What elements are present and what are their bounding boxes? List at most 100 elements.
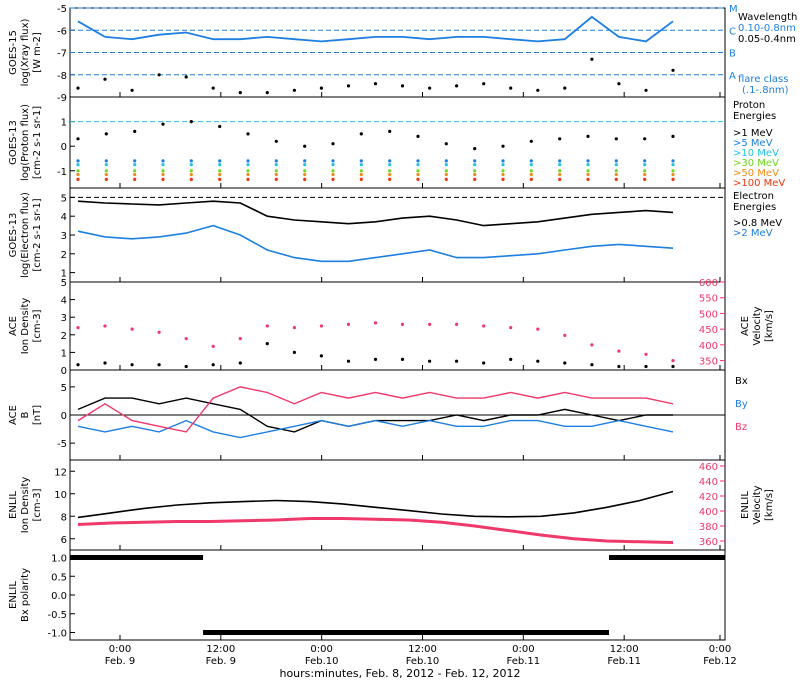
ace-velocity-point bbox=[184, 337, 188, 341]
ace-b-ytick-label: -5 bbox=[57, 439, 67, 450]
proton-series-point bbox=[359, 172, 363, 177]
xray-legend-long: 0.10-0.8nm bbox=[738, 23, 796, 34]
proton-series-point bbox=[331, 163, 335, 167]
x-time-label: 12:00 bbox=[610, 644, 639, 655]
proton-series-point bbox=[76, 172, 80, 177]
ace-density-ylabel: [cm-3] bbox=[32, 309, 43, 342]
ace-velocity-point bbox=[346, 322, 351, 326]
ace-velocity-ytick-label: 500 bbox=[699, 309, 718, 320]
x-time-label: 0:00 bbox=[512, 644, 534, 655]
proton-series-point bbox=[331, 172, 335, 177]
footer-xlabel: hours:minutes, Feb. 8, 2012 - Feb. 12, 2… bbox=[279, 667, 521, 680]
proton-series-point bbox=[189, 120, 193, 124]
electron-legend-entry: >0.8 MeV bbox=[733, 218, 782, 229]
proton-series-point bbox=[161, 122, 165, 126]
proton-series-point bbox=[558, 177, 562, 181]
proton-series-point bbox=[529, 159, 533, 163]
xray-ylabel: log(Xray flux) bbox=[20, 19, 31, 87]
proton-ylabel: GOES-13 bbox=[8, 120, 19, 165]
xray-long-series bbox=[77, 15, 674, 43]
proton-series-point bbox=[76, 159, 80, 163]
ace-velocity-point bbox=[130, 327, 134, 331]
ace-velocity-point bbox=[400, 322, 405, 326]
ace-b-legend-entry: Bx bbox=[735, 376, 748, 387]
proton-series-point bbox=[501, 177, 505, 181]
enlil-density-ytick-label: 10 bbox=[54, 490, 67, 501]
xray-short-point bbox=[617, 82, 621, 86]
proton-series-point bbox=[218, 177, 222, 181]
xray-legend-note: (.1-.8nm) bbox=[742, 85, 789, 96]
proton-ylabel: [cm-2 s-1 sr-1] bbox=[32, 106, 43, 179]
enlil-velocity-ytick-label: 460 bbox=[699, 462, 718, 473]
proton-series-point bbox=[444, 169, 448, 173]
ace-velocity-ytick-label: 550 bbox=[699, 294, 718, 305]
x-time-label: 12:00 bbox=[206, 644, 235, 655]
x-date-label: Feb. 9 bbox=[105, 656, 135, 667]
ace-velocity-point bbox=[563, 333, 567, 337]
ace-b-ylabel: [nT] bbox=[32, 405, 43, 425]
electron-legend-title: Energies bbox=[733, 202, 776, 213]
ace-density-point bbox=[671, 364, 675, 369]
ace-density-ylabel: ACE bbox=[8, 316, 19, 336]
ace-density-ytick-label: 1 bbox=[61, 348, 67, 359]
xray-short-point bbox=[319, 86, 323, 90]
proton-series-point bbox=[558, 137, 562, 141]
enlil-velocity-ytick-label: 440 bbox=[699, 477, 718, 488]
proton-legend-entry: >50 MeV bbox=[733, 168, 779, 179]
ace-density-ytick-label: 0 bbox=[61, 366, 67, 377]
ace-density-point bbox=[400, 357, 405, 361]
proton-series-point bbox=[133, 159, 137, 163]
proton-series-point bbox=[671, 159, 675, 163]
xray-short-point bbox=[292, 88, 296, 92]
polarity-ylabel: ENLIL bbox=[8, 581, 19, 609]
proton-legend-entry: >30 MeV bbox=[733, 158, 779, 169]
ace-velocity-ylabel: [km/s] bbox=[764, 310, 775, 342]
xray-short-point bbox=[346, 84, 351, 88]
proton-series-point bbox=[331, 159, 335, 163]
xray-short-point bbox=[590, 57, 594, 61]
proton-series-point bbox=[303, 177, 307, 181]
electron-ylabel: GOES-13 bbox=[8, 213, 19, 258]
enlil-velocity-ytick-label: 420 bbox=[699, 492, 718, 503]
ace-b-series-line bbox=[77, 419, 674, 439]
proton-series-point bbox=[331, 177, 335, 181]
xray-ylabel: [W m-2] bbox=[32, 32, 43, 73]
proton-series-point bbox=[643, 159, 647, 163]
proton-series-point bbox=[104, 159, 108, 163]
proton-series-point bbox=[274, 139, 278, 143]
proton-series-point bbox=[189, 169, 193, 173]
proton-series-point bbox=[529, 177, 533, 181]
ace-density-point bbox=[76, 363, 80, 367]
proton-series-point bbox=[614, 163, 618, 167]
x-date-label: Feb.10 bbox=[406, 656, 440, 667]
xray-short-point bbox=[157, 73, 161, 77]
proton-series-point bbox=[586, 159, 590, 163]
ace-density-point bbox=[590, 363, 594, 367]
ace-density-point bbox=[130, 363, 134, 367]
electron-ytick-label: 3 bbox=[61, 231, 67, 242]
proton-series-point bbox=[444, 163, 448, 167]
x-date-label: Feb.11 bbox=[507, 656, 541, 667]
proton-series-point bbox=[416, 172, 420, 177]
xray-ytick-label: -7 bbox=[57, 49, 67, 60]
x-time-label: 0:00 bbox=[109, 644, 131, 655]
ace-density-ytick-label: 2 bbox=[61, 331, 67, 342]
electron-ytick-label: 2 bbox=[61, 250, 67, 261]
proton-series-point bbox=[501, 163, 505, 167]
ace-velocity-ytick-label: 450 bbox=[699, 325, 718, 336]
proton-series-point bbox=[586, 134, 590, 138]
ace-density-point bbox=[346, 359, 351, 363]
proton-series-point bbox=[246, 163, 250, 167]
proton-series-point bbox=[189, 159, 193, 163]
ace-density-point bbox=[103, 361, 107, 365]
xray-short-point bbox=[400, 84, 405, 88]
ace-density-ytick-label: 5 bbox=[61, 278, 67, 289]
proton-series-point bbox=[274, 163, 278, 167]
electron-ylabel: [cm-2 s-1 sr-1] bbox=[32, 198, 43, 271]
xray-short-point bbox=[211, 86, 215, 90]
flare-class-label: M bbox=[729, 4, 738, 15]
proton-series-point bbox=[218, 124, 222, 129]
ace-density-point bbox=[617, 364, 621, 369]
enlil-density-ytick-label: 12 bbox=[54, 467, 67, 478]
proton-series-point bbox=[133, 163, 137, 167]
